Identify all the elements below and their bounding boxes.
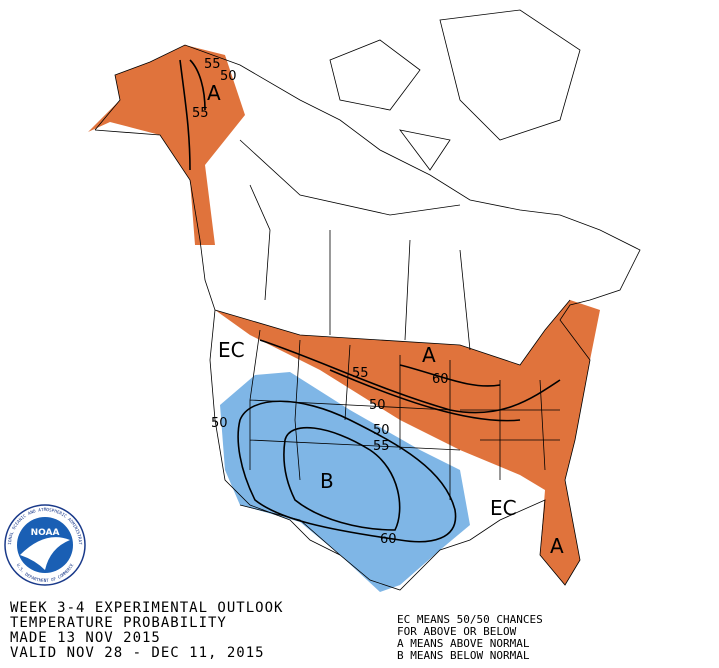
above-alaska [88,45,245,245]
contour-label: 50 [211,416,228,431]
region-label: A [207,81,221,105]
contour-label: 55 [373,439,390,454]
contour [237,400,457,543]
header-line: MADE 13 NOV 2015 [10,630,161,646]
contour [283,426,401,531]
contour-label: 50 [373,423,390,438]
contour [179,59,206,171]
us-states [249,329,560,500]
header-line: TEMPERATURE PROBABILITY [10,615,227,631]
contour-label: 55 [352,366,369,381]
coastline [94,44,641,591]
canada-provinces [239,139,471,351]
legend-line: EC MEANS 50/50 CHANCES [397,613,543,626]
region-label: A [422,343,436,367]
legend-line: A MEANS ABOVE NORMAL [397,637,530,650]
header-line: VALID NOV 28 - DEC 11, 2015 [10,645,265,661]
contour [259,339,561,422]
legend-line: B MEANS BELOW NORMAL [397,649,530,662]
contour-label: 55 [192,106,209,121]
region-label: EC [218,338,245,362]
contour-label: 55 [204,57,221,72]
below-southwest [220,372,470,592]
above-north-east [215,300,600,585]
region-label: EC [490,496,517,520]
contour-label: 50 [220,69,237,84]
contour-label: 60 [432,372,449,387]
region-label: B [320,469,334,493]
region-label: A [550,534,564,558]
logo-name: NOAA [31,528,60,538]
legend-line: FOR ABOVE OR BELOW [397,625,517,638]
contour-label: 50 [369,398,386,413]
logo-ring-text: NATIONAL OCEANIC AND ATMOSPHERIC ADMINIS… [0,0,83,545]
svg-text:NATIONAL OCEANIC AND ATMOSPHER: NATIONAL OCEANIC AND ATMOSPHERIC ADMINIS… [0,0,83,545]
canada-us-border [214,299,571,366]
header-line: WEEK 3-4 EXPERIMENTAL OUTLOOK [10,600,283,616]
arctic-islands [329,9,581,171]
noaa-logo: NOAA NATIONAL OCEANIC AND ATMOSPHERIC AD… [0,0,86,586]
contour-label: 60 [380,532,397,547]
